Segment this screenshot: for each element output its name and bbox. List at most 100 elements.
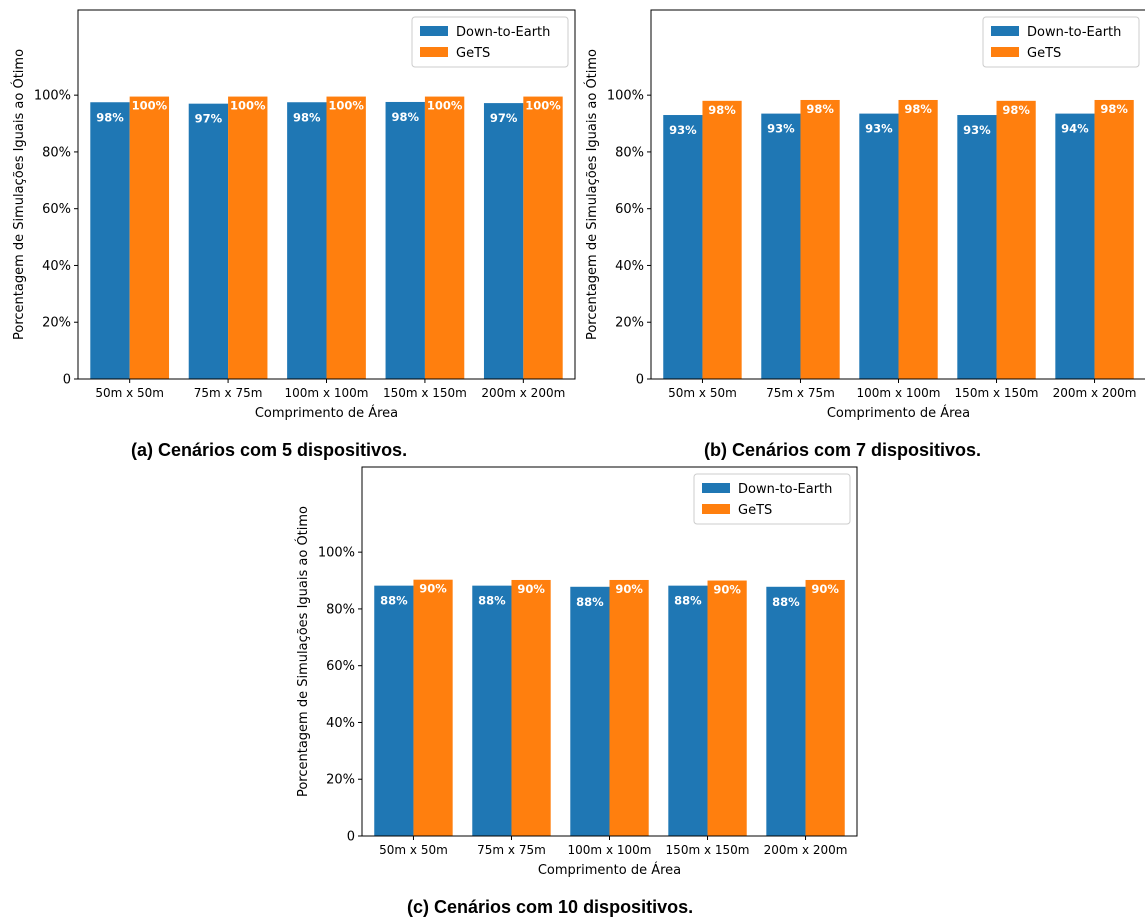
bar-value-label: 88% [674,594,702,608]
legend-swatch-gets [702,504,730,514]
x-tick-label: 100m x 100m [285,386,369,400]
bar-value-label: 100% [132,99,168,113]
bar-down-to-earth [859,113,899,379]
bar-value-label: 88% [772,595,800,609]
legend-label: GeTS [1027,46,1061,61]
bar-gets [707,580,747,836]
bar-down-to-earth [570,586,610,836]
bar-gets [609,579,649,836]
bar-down-to-earth [472,585,512,836]
y-tick-label: 20% [615,316,644,331]
y-tick-label: 100% [318,546,355,561]
bar-value-label: 98% [293,110,321,124]
bar-value-label: 94% [1061,122,1089,136]
bar-gets [228,96,268,380]
y-tick-label: 100% [34,89,71,104]
legend-swatch-down-to-earth [991,26,1019,36]
bar-down-to-earth [188,103,229,380]
bar-gets [413,579,453,836]
legend-label: GeTS [456,46,490,61]
bar-gets [805,579,845,836]
x-tick-label: 50m x 50m [95,386,164,400]
bar-value-label: 90% [811,582,839,596]
legend-box [693,473,851,525]
bar-down-to-earth [385,101,425,379]
bar-down-to-earth [287,102,327,379]
legend-box [982,16,1140,68]
x-tick-label: 100m x 100m [857,386,941,400]
y-axis-label: Porcentagem de Simulações Iguais ao Ótim… [295,506,311,797]
bar-value-label: 100% [427,99,463,113]
chart-panel-b: 93% 93% 93% 93% 94% 98% 98% 98% 98% 98% 0 20% 40% 60%… [584,9,1145,421]
x-tick-label: 75m x 75m [477,843,546,857]
x-axis-label: Comprimento de Área [538,862,681,878]
bar-value-label: 88% [478,594,506,608]
bar-gets [326,96,366,380]
legend-box [411,16,569,68]
y-tick-label: 100% [607,89,644,104]
bar-gets [129,96,170,380]
y-tick-label: 60% [615,202,644,217]
legend-label: GeTS [738,503,772,518]
bar-value-label: 98% [806,102,834,116]
x-tick-label: 150m x 150m [955,386,1039,400]
bar-gets [424,96,465,380]
x-tick-label: 200m x 200m [481,386,565,400]
legend-swatch-gets [420,47,448,57]
bar-value-label: 98% [1100,102,1128,116]
y-tick-label: 0 [636,373,644,388]
bar-value-label: 97% [490,111,518,125]
x-tick-label: 100m x 100m [568,843,652,857]
bar-value-label: 90% [713,583,741,597]
bar-down-to-earth [374,585,414,836]
legend-label: Down-to-Earth [456,25,550,40]
bar-value-label: 98% [391,110,419,124]
y-tick-label: 80% [326,602,355,617]
y-tick-label: 80% [615,145,644,160]
bar-value-label: 90% [517,582,545,596]
bar-value-label: 100% [525,99,561,113]
bar-value-label: 100% [230,99,266,113]
caption-panel-a: (a) Cenários com 5 dispositivos. [131,440,408,460]
bar-gets [996,100,1036,379]
x-tick-label: 200m x 200m [1053,386,1137,400]
bar-gets [702,100,742,379]
bar-value-label: 98% [708,103,736,117]
bar-value-label: 90% [419,582,447,596]
x-axis-label: Comprimento de Área [255,405,398,421]
legend-swatch-down-to-earth [702,483,730,493]
y-tick-label: 80% [42,145,71,160]
legend-swatch-gets [991,47,1019,57]
bar-value-label: 98% [96,110,124,124]
y-tick-label: 40% [42,259,71,274]
bar-gets [1094,99,1134,379]
bar-gets [511,579,551,836]
bar-gets [898,99,938,379]
y-tick-label: 20% [42,316,71,331]
bar-value-label: 98% [904,102,932,116]
bar-gets [523,96,563,380]
x-tick-label: 75m x 75m [194,386,263,400]
bar-down-to-earth [761,113,801,379]
x-tick-label: 200m x 200m [764,843,848,857]
x-tick-label: 50m x 50m [379,843,448,857]
y-tick-label: 20% [326,773,355,788]
bar-value-label: 100% [328,99,364,113]
bar-down-to-earth [668,585,708,836]
bar-down-to-earth [483,103,524,380]
bar-down-to-earth [90,102,130,379]
bar-value-label: 88% [380,594,408,608]
legend-swatch-down-to-earth [420,26,448,36]
legend-label: Down-to-Earth [1027,25,1121,40]
bar-value-label: 98% [1002,103,1030,117]
bar-gets [800,99,840,379]
chart-panel-a: 98% 97% 98% 98% 97% 100% 100% 100% 100% 100% 0 20% 4… [11,9,576,421]
x-tick-label: 50m x 50m [668,386,737,400]
bar-down-to-earth [766,586,806,836]
bar-value-label: 93% [865,122,893,136]
bar-value-label: 97% [195,112,223,126]
bar-value-label: 93% [767,122,795,136]
chart-panel-c: 88% 88% 88% 88% 88% 90% 90% 90% 90% 90% 0 20% 40% 60%… [295,466,858,878]
bar-down-to-earth [1055,113,1095,379]
